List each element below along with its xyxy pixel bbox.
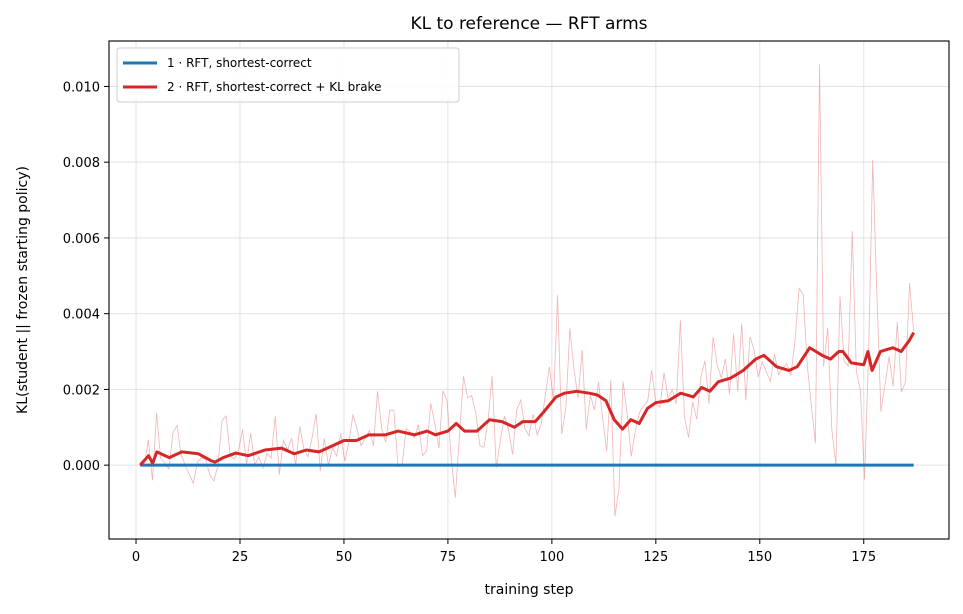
plot-area bbox=[139, 64, 915, 517]
y-tick-label: 0.008 bbox=[63, 156, 100, 171]
x-tick-label: 125 bbox=[643, 550, 668, 565]
y-axis-ticks: 0.000 0.002 0.004 0.006 0.008 0.010 bbox=[63, 80, 109, 474]
x-tick-label: 50 bbox=[336, 550, 353, 565]
y-tick-label: 0.004 bbox=[63, 308, 100, 323]
plot-frame bbox=[108, 40, 950, 540]
chart-title: KL to reference — RFT arms bbox=[410, 14, 647, 34]
y-tick-label: 0.010 bbox=[63, 80, 100, 95]
y-grid bbox=[109, 85, 949, 466]
y-tick-label: 0.006 bbox=[63, 232, 100, 247]
series-2-raw-line bbox=[140, 64, 915, 517]
x-tick-label: 100 bbox=[539, 550, 564, 565]
legend-box bbox=[116, 47, 460, 103]
series-2-smoothed-line bbox=[139, 331, 915, 467]
x-tick-label: 175 bbox=[851, 550, 876, 565]
x-tick-label: 75 bbox=[440, 550, 457, 565]
legend-label-series-1: 1 · RFT, shortest-correct bbox=[167, 56, 312, 70]
x-axis-ticks: 0 25 50 75 100 125 150 175 bbox=[132, 539, 876, 565]
y-tick-label: 0.000 bbox=[63, 459, 100, 474]
x-tick-label: 25 bbox=[232, 550, 249, 565]
legend-label-series-2: 2 · RFT, shortest-correct + KL brake bbox=[167, 80, 381, 94]
legend: 1 · RFT, shortest-correct 2 · RFT, short… bbox=[116, 47, 460, 103]
x-tick-label: 0 bbox=[132, 550, 140, 565]
y-axis-title: KL(student || frozen starting policy) bbox=[15, 166, 31, 414]
x-grid bbox=[135, 41, 865, 539]
x-tick-label: 150 bbox=[747, 550, 772, 565]
y-tick-label: 0.002 bbox=[63, 383, 100, 398]
x-axis-title: training step bbox=[485, 582, 574, 598]
